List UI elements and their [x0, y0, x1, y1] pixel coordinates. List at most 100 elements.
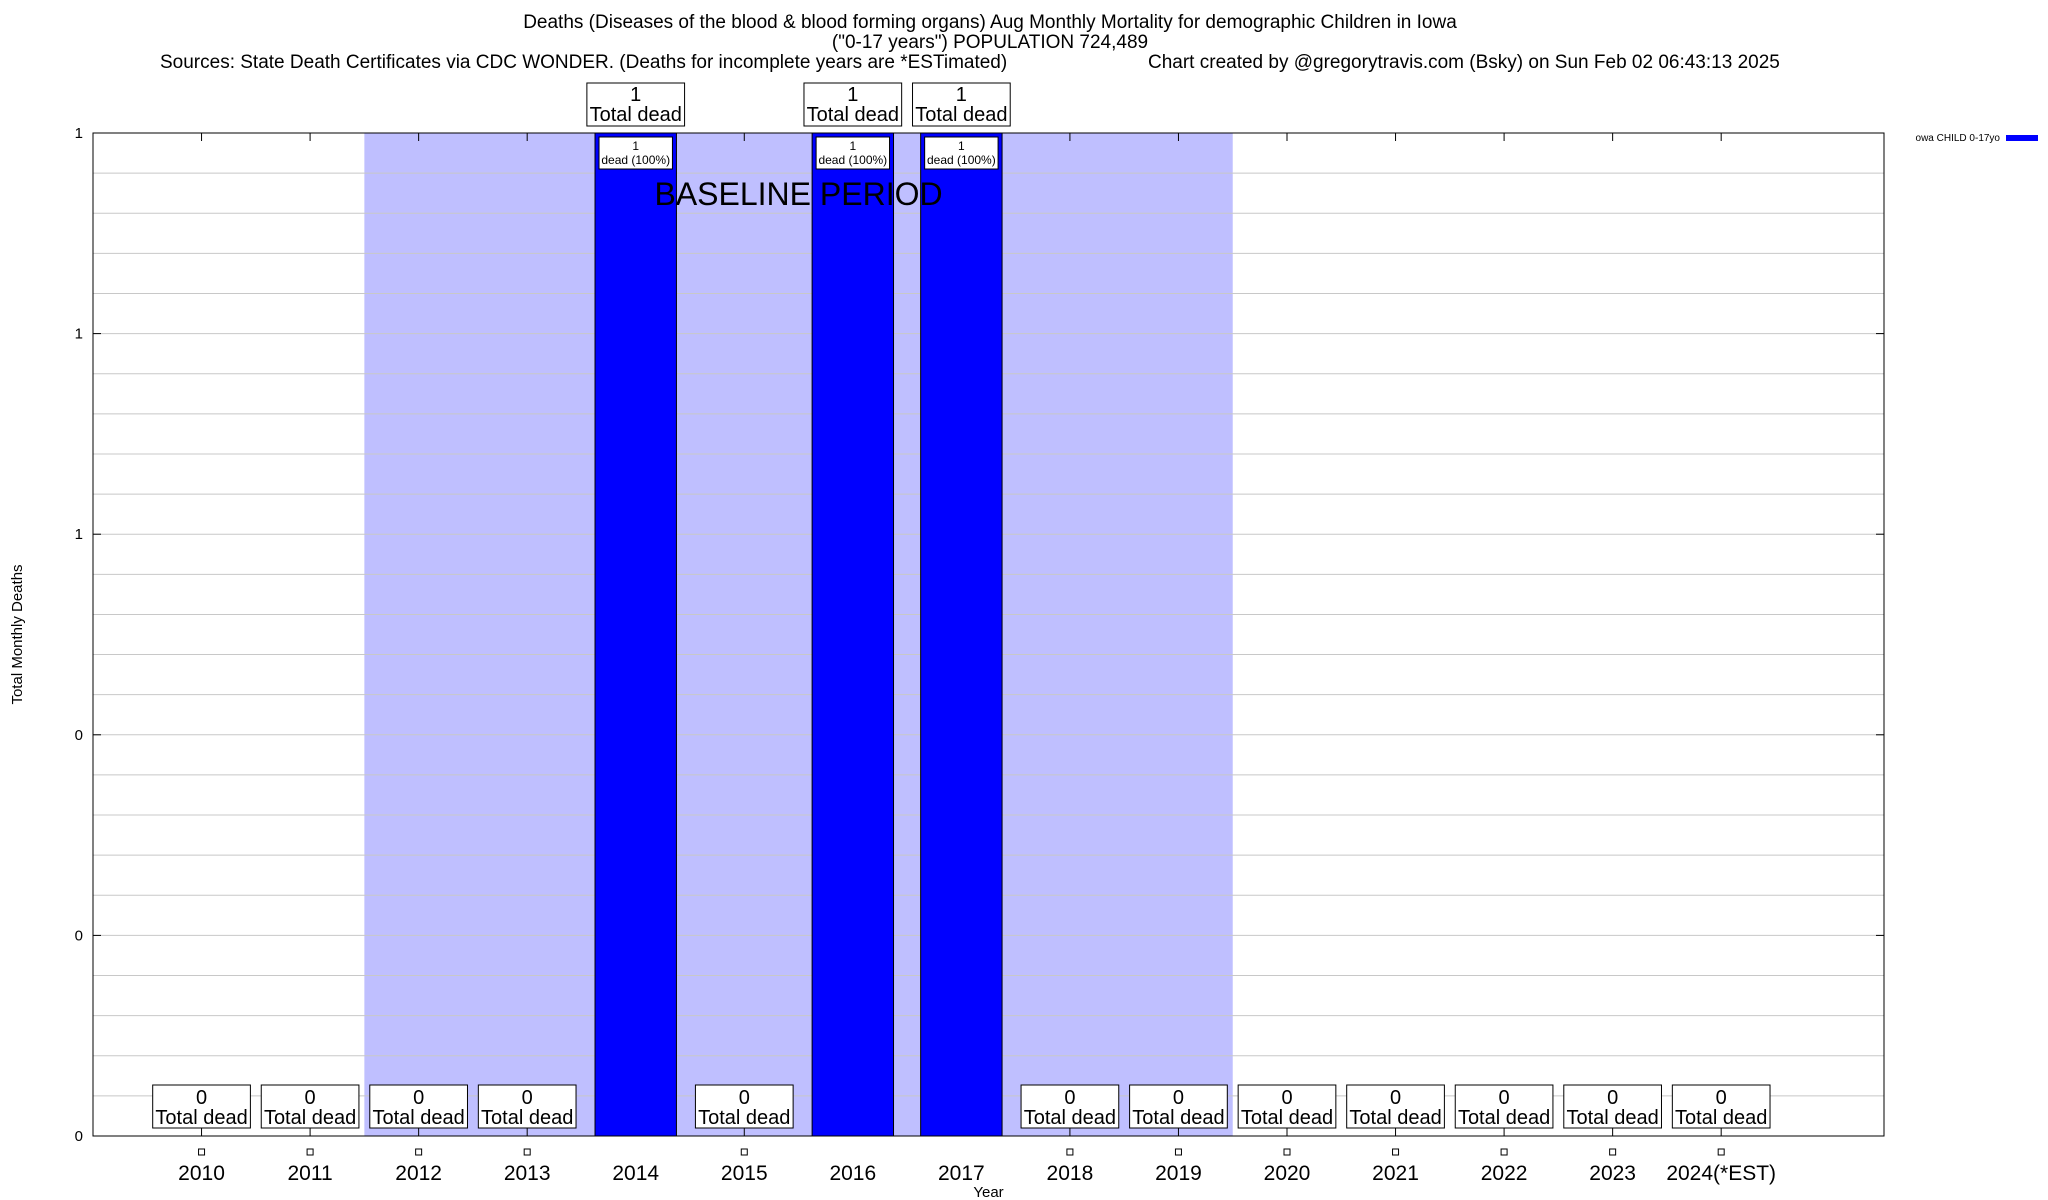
- total-dead-text: Total dead: [698, 1107, 790, 1129]
- total-dead-label-box: [1129, 1084, 1228, 1129]
- baseline-period-label: BASELINE PERIOD: [654, 176, 942, 212]
- x-tick-label: 2019: [1155, 1162, 1202, 1185]
- chart-sources: Sources: State Death Certificates via CD…: [160, 52, 1008, 73]
- zero-marker: [1717, 1148, 1725, 1156]
- total-dead-count: 0: [1716, 1087, 1727, 1109]
- total-dead-text: Total dead: [915, 104, 1007, 126]
- x-tick-label: 2014: [612, 1162, 659, 1185]
- total-dead-label-box: [152, 1084, 251, 1129]
- total-dead-text: Total dead: [1241, 1107, 1333, 1129]
- total-dead-count: 0: [1173, 1087, 1184, 1109]
- total-dead-label-box: [1454, 1084, 1554, 1129]
- total-dead-text: Total dead: [1132, 1107, 1224, 1129]
- total-dead-text: Total dead: [481, 1107, 573, 1129]
- bar-2016: [811, 132, 895, 1137]
- zero-marker: [415, 1148, 423, 1156]
- total-dead-count: 0: [522, 1087, 533, 1109]
- total-dead-label-box: [912, 82, 1011, 127]
- total-dead-label-box: [369, 1084, 468, 1129]
- bar-pct-label-box: [598, 136, 673, 170]
- bar-pct-label: dead (100%): [927, 153, 996, 167]
- total-dead-label-box: [803, 82, 903, 127]
- zero-marker: [1174, 1148, 1182, 1156]
- total-dead-count: 0: [413, 1087, 424, 1109]
- total-dead-label-box: [1020, 1084, 1120, 1129]
- bar-pct-label: dead (100%): [818, 153, 887, 167]
- total-dead-count: 1: [630, 84, 641, 106]
- total-dead-text: Total dead: [1675, 1107, 1767, 1129]
- zero-marker: [1392, 1148, 1400, 1156]
- y-tick-label: 0: [75, 927, 83, 944]
- total-dead-label-box: [1346, 1084, 1445, 1129]
- x-tick-label: 2012: [395, 1162, 442, 1185]
- bar-pct-label-box: [815, 136, 891, 170]
- total-dead-count: 0: [1607, 1087, 1618, 1109]
- zero-marker: [1500, 1148, 1508, 1156]
- total-dead-count: 1: [956, 84, 967, 106]
- total-dead-text: Total dead: [372, 1107, 464, 1129]
- total-dead-text: Total dead: [1458, 1107, 1550, 1129]
- y-tick-label: 0: [75, 727, 83, 744]
- x-tick-label: 2013: [504, 1162, 551, 1185]
- chart-title-line2: ("0-17 years") POPULATION 724,489: [831, 32, 1149, 53]
- total-dead-label-box: [1563, 1084, 1662, 1129]
- bar-2017: [920, 132, 1003, 1137]
- x-axis-label: Year: [973, 1184, 1003, 1200]
- y-tick-label: 1: [75, 326, 83, 343]
- total-dead-count: 0: [1064, 1087, 1075, 1109]
- total-dead-count: 1: [847, 84, 858, 106]
- y-tick-label: 0: [75, 1128, 83, 1145]
- bar-count-inner-label: 1: [632, 139, 639, 153]
- chart-title-line1: Deaths (Diseases of the blood & blood fo…: [523, 12, 1457, 33]
- legend-label: owa CHILD 0-17yo: [1916, 133, 2001, 144]
- zero-marker: [198, 1148, 206, 1156]
- zero-marker: [1283, 1148, 1291, 1156]
- bar-count-inner-label: 1: [849, 139, 856, 153]
- total-dead-label-box: [694, 1084, 794, 1129]
- x-tick-label: 2017: [938, 1162, 985, 1185]
- y-axis-label: Total Monthly Deaths: [9, 564, 26, 704]
- total-dead-text: Total dead: [1024, 1107, 1116, 1129]
- x-tick-label: 2023: [1589, 1162, 1636, 1185]
- bar-pct-label-box: [924, 136, 999, 170]
- zero-marker: [1609, 1148, 1617, 1156]
- total-dead-label-box: [1671, 1084, 1771, 1129]
- total-dead-count: 0: [1499, 1087, 1510, 1109]
- total-dead-label-box: [477, 1084, 577, 1129]
- total-dead-text: Total dead: [155, 1107, 247, 1129]
- zero-marker: [523, 1148, 531, 1156]
- x-tick-label: 2022: [1481, 1162, 1528, 1185]
- y-tick-label: 1: [75, 125, 83, 142]
- bar-2014: [594, 132, 677, 1137]
- x-tick-label: 2016: [829, 1162, 876, 1185]
- x-tick-label: 2020: [1264, 1162, 1311, 1185]
- chart-credit: Chart created by @gregorytravis.com (Bsk…: [1148, 52, 1780, 73]
- x-tick-label: 2015: [721, 1162, 768, 1185]
- total-dead-text: Total dead: [1349, 1107, 1441, 1129]
- x-tick-label: 2010: [178, 1162, 225, 1185]
- total-dead-label-box: [1237, 1084, 1337, 1129]
- zero-marker: [740, 1148, 748, 1156]
- zero-marker: [306, 1148, 314, 1156]
- legend-swatch: [2006, 135, 2038, 141]
- total-dead-text: Total dead: [807, 104, 899, 126]
- baseline-period-band: [364, 133, 1233, 1136]
- zero-marker: [1066, 1148, 1074, 1156]
- x-tick-label: 2011: [288, 1162, 333, 1185]
- total-dead-count: 0: [1390, 1087, 1401, 1109]
- total-dead-count: 0: [739, 1087, 750, 1109]
- total-dead-label-box: [586, 82, 686, 127]
- total-dead-label-box: [260, 1084, 360, 1129]
- x-tick-label: 2021: [1372, 1162, 1419, 1185]
- total-dead-count: 0: [1281, 1087, 1292, 1109]
- total-dead-count: 0: [196, 1087, 207, 1109]
- total-dead-text: Total dead: [590, 104, 682, 126]
- bar-pct-label: dead (100%): [601, 153, 670, 167]
- total-dead-text: Total dead: [1566, 1107, 1658, 1129]
- x-tick-label: 2024(*EST): [1666, 1162, 1776, 1185]
- bar-count-inner-label: 1: [958, 139, 965, 153]
- y-tick-label: 1: [75, 526, 83, 543]
- total-dead-text: Total dead: [264, 1107, 356, 1129]
- total-dead-count: 0: [305, 1087, 316, 1109]
